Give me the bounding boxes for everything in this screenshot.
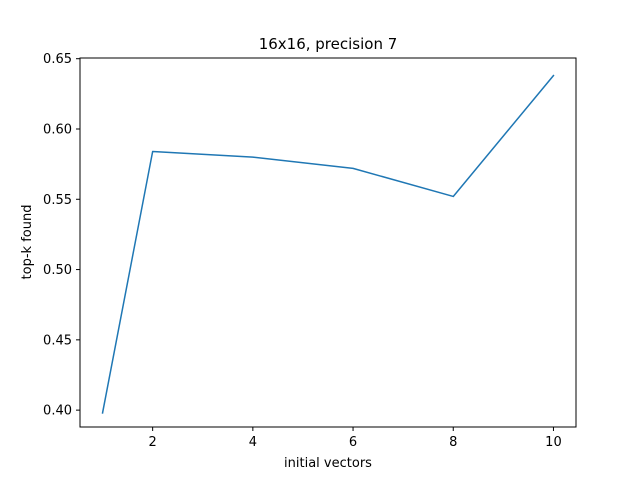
x-tick-label: 10 xyxy=(545,435,562,450)
y-tick-label: 0.60 xyxy=(43,122,72,137)
x-tick-label: 4 xyxy=(249,435,257,450)
y-tick-label: 0.45 xyxy=(43,333,72,348)
series-line-0 xyxy=(101,74,555,414)
plot-frame xyxy=(79,57,577,428)
y-tick-label: 0.40 xyxy=(43,404,72,419)
y-tick-label: 0.65 xyxy=(43,52,72,67)
y-tick-label: 0.50 xyxy=(43,263,72,278)
chart-title: 16x16, precision 7 xyxy=(259,35,398,53)
x-tick-label: 6 xyxy=(349,435,357,450)
y-tick-label: 0.55 xyxy=(43,193,72,208)
x-tick-label: 2 xyxy=(149,435,157,450)
x-axis-label: initial vectors xyxy=(284,456,372,471)
y-axis-label: top-k found xyxy=(20,205,35,280)
x-tick-label: 8 xyxy=(449,435,457,450)
